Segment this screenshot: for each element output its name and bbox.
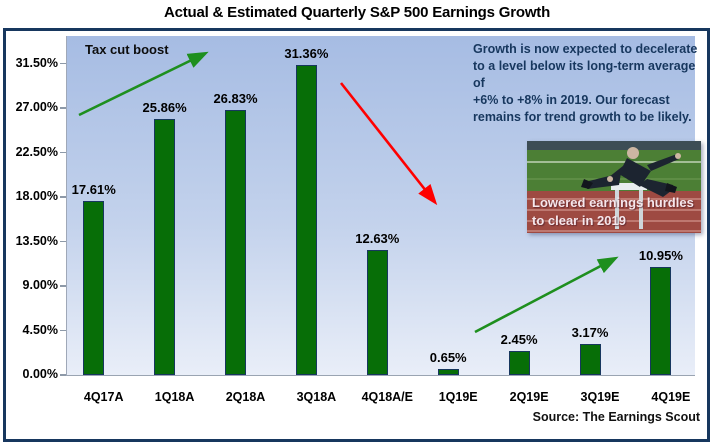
bar-value-label: 10.95%: [638, 247, 683, 263]
bar-value-label: 2.45%: [500, 331, 538, 347]
bar-value-label: 0.65%: [429, 349, 467, 365]
bar-value-label: 25.86%: [142, 100, 187, 116]
y-axis-label: 27.00%: [15, 100, 58, 115]
y-axis-label: 31.50%: [15, 55, 58, 70]
y-axis-tick: [60, 240, 66, 243]
x-axis-label-2Q18A: 2Q18A: [225, 390, 266, 404]
bar-2Q18A: [225, 109, 246, 375]
hurdler-photo: Lowered earnings hurdles to clear in 201…: [527, 141, 701, 233]
y-axis-label: 22.50%: [15, 144, 58, 159]
x-axis-label-3Q18A: 3Q18A: [296, 390, 337, 404]
bar-1Q18A: [154, 119, 176, 375]
bar-3Q18A: [295, 65, 317, 375]
bar-4Q18A/E: [366, 250, 388, 375]
y-axis-label: 0.00%: [22, 367, 58, 381]
x-axis-label-1Q18A: 1Q18A: [154, 390, 195, 404]
x-axis-label-3Q19E: 3Q19E: [580, 390, 620, 404]
y-axis-label: 13.50%: [15, 233, 58, 248]
y-axis-tick: [60, 285, 66, 287]
y-axis-tick: [60, 329, 66, 332]
jumping-businessman-icon: [581, 147, 681, 197]
bar-4Q17A: [83, 200, 105, 375]
y-axis-label: 4.50%: [22, 322, 58, 337]
y-axis-tick: [60, 151, 66, 154]
bar-2Q19E: [508, 350, 530, 375]
bar-1Q19E: [437, 368, 459, 375]
forecast-annotation: Growth is now expected to decelerate to …: [473, 42, 698, 124]
x-axis-label-4Q17A: 4Q17A: [83, 390, 124, 404]
y-axis-label: 9.00%: [22, 278, 58, 293]
chart-title: Actual & Estimated Quarterly S&P 500 Ear…: [163, 4, 551, 21]
chart-frame: 17.61% 25.86% 26.83% 31.36% 12.63% 0.65% 2.45%…: [3, 28, 710, 442]
y-axis-tick: [60, 62, 66, 65]
tax-cut-annotation: Tax cut boost: [85, 42, 169, 57]
y-axis-label: 18.00%: [15, 189, 58, 204]
x-axis-label-2Q19E: 2Q19E: [509, 390, 549, 404]
hurdle-caption: Lowered earnings hurdles to clear in 201…: [532, 195, 694, 228]
bar-value-label: 12.63%: [355, 231, 400, 247]
y-axis-tick: [60, 107, 66, 109]
bar-value-label: 17.61%: [71, 181, 116, 197]
bar-value-label: 3.17%: [571, 324, 609, 340]
bar-4Q19E: [650, 266, 672, 375]
x-axis-label-4Q19E: 4Q19E: [651, 390, 691, 404]
hurdler-illustration: [527, 141, 701, 233]
bar-3Q19E: [579, 343, 601, 375]
y-axis-tick: [60, 196, 66, 198]
source-credit: Source: The Earnings Scout: [532, 410, 700, 424]
x-axis-label-1Q19E: 1Q19E: [438, 390, 478, 404]
bar-value-label: 26.83%: [213, 90, 258, 106]
y-axis-tick: [60, 374, 66, 376]
bar-value-label: 31.36%: [284, 46, 329, 62]
x-axis-label-4Q18A/E: 4Q18A/E: [361, 390, 413, 404]
